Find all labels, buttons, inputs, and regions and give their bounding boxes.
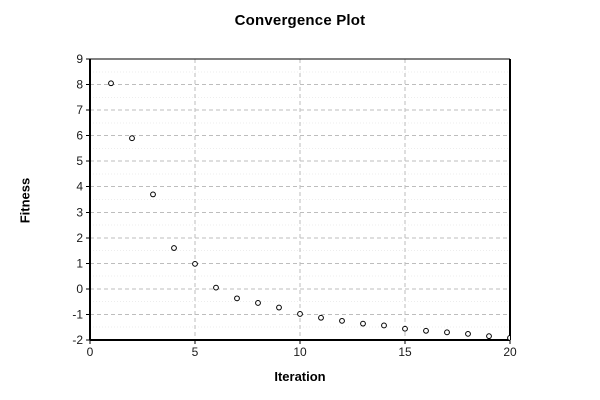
y-tick-label: 0 (76, 282, 83, 296)
data-point (276, 304, 282, 311)
x-axis-label: Iteration (274, 369, 326, 384)
data-point (213, 284, 219, 291)
data-point (423, 327, 429, 334)
x-tick-label: 15 (398, 345, 412, 359)
data-point (297, 311, 303, 317)
y-tick-label: 3 (76, 205, 83, 219)
y-tick-label: 5 (76, 154, 83, 168)
y-tick-label: 4 (76, 180, 83, 194)
y-tick-label: -2 (72, 333, 83, 347)
data-point (108, 80, 114, 87)
data-point (444, 329, 450, 336)
scatter-series (108, 80, 510, 340)
data-point (339, 317, 345, 324)
data-point (129, 135, 135, 142)
data-point (234, 295, 240, 302)
x-tick-label: 5 (192, 345, 199, 359)
x-tick-label: 10 (293, 345, 307, 359)
data-point (402, 325, 408, 332)
data-point (255, 300, 261, 306)
y-tick-label: 1 (76, 256, 83, 270)
y-axis-label: Fitness (17, 177, 33, 224)
data-point (171, 245, 177, 251)
y-tick-label: -1 (72, 307, 83, 321)
data-point (465, 330, 471, 337)
y-tick-label: 6 (76, 129, 83, 143)
y-tick-label: 2 (76, 231, 83, 245)
data-point (192, 260, 198, 267)
x-tick-label: 0 (87, 345, 94, 359)
y-tick-label: 7 (76, 103, 83, 117)
data-point (486, 333, 492, 340)
data-point (360, 320, 366, 327)
y-tick-label: 8 (76, 78, 83, 92)
x-tick-label: 20 (503, 345, 517, 359)
data-point (150, 191, 156, 198)
chart-title: Convergence Plot (234, 12, 366, 29)
y-tick-label: 9 (76, 52, 83, 66)
data-point (381, 322, 387, 329)
data-point (507, 335, 510, 340)
data-point (318, 314, 324, 321)
